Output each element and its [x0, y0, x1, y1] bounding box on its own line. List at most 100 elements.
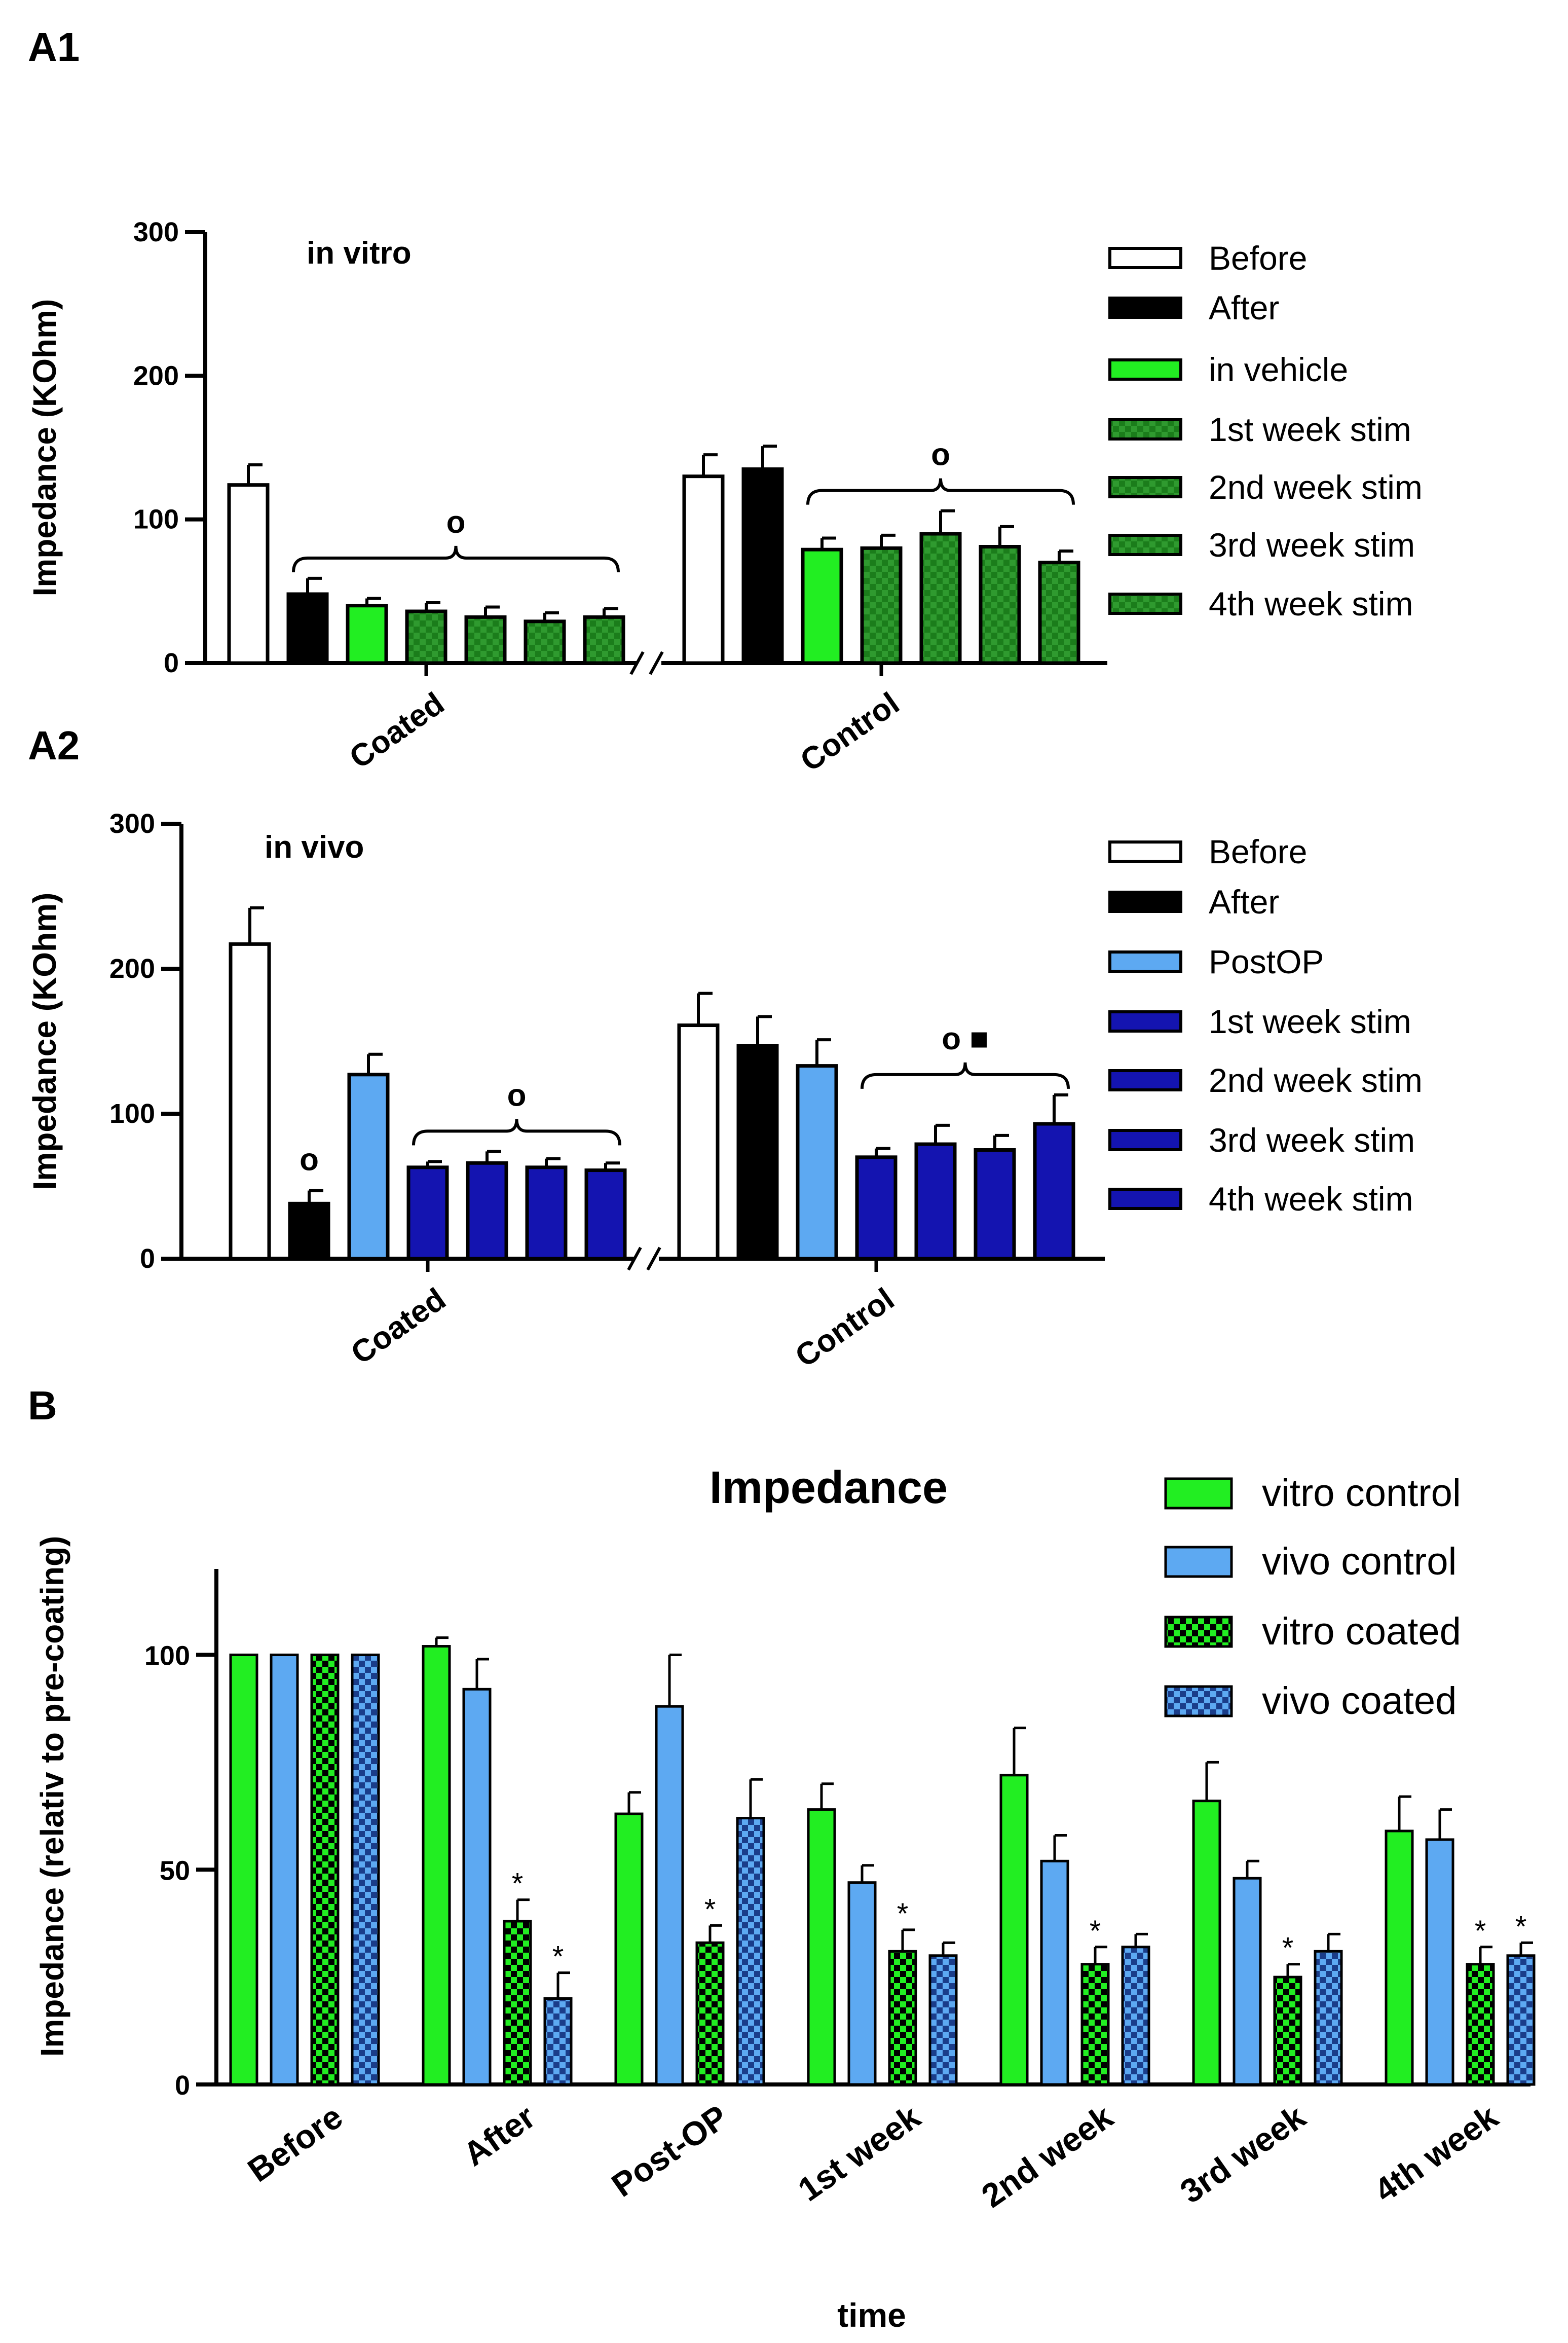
axis-break — [649, 651, 664, 675]
bar — [346, 604, 388, 665]
bar — [288, 1201, 330, 1261]
x-category-label: Coated — [345, 1282, 452, 1371]
legend-label: vitro control — [1262, 1472, 1461, 1515]
legend-swatch — [1108, 1129, 1182, 1151]
significance-symbol: o — [507, 1078, 527, 1113]
bar — [270, 1654, 299, 2086]
legend-swatch — [1164, 1685, 1233, 1717]
inset-label: in vivo — [265, 830, 364, 865]
bar — [1506, 1954, 1536, 2086]
bar — [503, 1920, 532, 2086]
bar — [1466, 1963, 1495, 2086]
legend-label: 2nd week stim — [1209, 1061, 1423, 1099]
panel-label: A1 — [28, 24, 80, 69]
bar — [351, 1654, 380, 2086]
x-category-label: Control — [794, 686, 906, 779]
significance-star: * — [1475, 1915, 1486, 1948]
legend-swatch — [1108, 891, 1182, 913]
bar — [614, 1812, 644, 2086]
significance-symbol: o — [931, 437, 950, 472]
bar — [1121, 1946, 1150, 2086]
significance-bracket — [292, 545, 620, 572]
significance-star: * — [552, 1941, 564, 1973]
significance-symbol: o — [446, 505, 466, 540]
bar — [229, 1654, 258, 2086]
legend-swatch — [1108, 418, 1182, 441]
legend-swatch — [1108, 593, 1182, 615]
y-tick-label: 0 — [164, 648, 179, 678]
legend-swatch — [1108, 247, 1182, 269]
significance-star: * — [704, 1893, 716, 1926]
legend-label: PostOP — [1209, 943, 1324, 980]
legend-label: 4th week stim — [1209, 585, 1413, 623]
significance-star: * — [1515, 1910, 1527, 1943]
bar — [1233, 1877, 1262, 2086]
significance-star: * — [512, 1868, 524, 1900]
legend-label: vivo coated — [1262, 1679, 1457, 1723]
y-tick-label: 50 — [160, 1855, 190, 1886]
legend-label: Before — [1209, 239, 1307, 277]
inset-label: in vitro — [307, 236, 412, 271]
x-category-label: After — [456, 2098, 542, 2173]
significance-symbol: o ■ — [942, 1021, 989, 1056]
legend-label: in vehicle — [1209, 351, 1348, 388]
bar — [1385, 1829, 1414, 2086]
panel-label: A2 — [28, 723, 80, 768]
legend-label: 3rd week stim — [1209, 526, 1415, 564]
x-category-label: Coated — [343, 686, 451, 776]
x-category-label: 3rd week — [1173, 2098, 1312, 2211]
y-axis-label: Impedance (KOhm) — [26, 893, 63, 1190]
legend-label: After — [1209, 289, 1279, 326]
bar — [741, 467, 784, 665]
legend-swatch — [1108, 297, 1182, 319]
y-tick-label: 0 — [140, 1243, 155, 1274]
significance-bracket — [806, 478, 1075, 505]
bar — [347, 1073, 390, 1261]
significance-star: * — [1282, 1932, 1294, 1965]
bar — [801, 547, 843, 665]
significance-bracket — [861, 1062, 1070, 1089]
legend-swatch — [1108, 534, 1182, 556]
legend-swatch — [1164, 1616, 1233, 1648]
y-tick-label: 100 — [109, 1099, 155, 1129]
y-tick-label: 200 — [109, 954, 155, 984]
bar — [583, 615, 625, 665]
y-tick-label: 300 — [133, 217, 179, 247]
bar — [796, 1064, 838, 1261]
legend-swatch — [1164, 1546, 1233, 1578]
bar — [855, 1155, 898, 1261]
legend-label: vitro coated — [1262, 1610, 1461, 1653]
legend-label: After — [1209, 883, 1279, 921]
bar — [227, 483, 270, 665]
x-category-label: Control — [789, 1282, 901, 1374]
bar — [1033, 1122, 1075, 1261]
axis-break — [646, 1247, 661, 1271]
legend-swatch — [1108, 1069, 1182, 1091]
x-category-label: 1st week — [791, 2098, 927, 2209]
bar — [584, 1168, 627, 1261]
bar — [655, 1705, 684, 2086]
y-tick-label: 300 — [109, 809, 155, 839]
bar — [464, 615, 507, 665]
bar — [1038, 561, 1080, 665]
bar — [525, 1165, 568, 1261]
x-category-label: Before — [241, 2098, 349, 2189]
legend-swatch — [1108, 476, 1182, 498]
bar — [286, 592, 329, 665]
legend-swatch — [1108, 1010, 1182, 1033]
legend-label: 1st week stim — [1209, 411, 1411, 448]
legend-label: vivo control — [1262, 1540, 1457, 1583]
axis-break — [629, 651, 645, 675]
chart-b: B Impedance 0 50 100 Impedance (relativ to pr… — [28, 1383, 1536, 2334]
y-tick-label: 100 — [144, 1641, 190, 1671]
y-tick-label: 200 — [133, 360, 179, 391]
bar — [1192, 1800, 1221, 2086]
y-tick-label: 100 — [133, 504, 179, 535]
bar — [524, 619, 566, 665]
significance-symbol: o — [300, 1143, 319, 1178]
significance-star: * — [1090, 1915, 1101, 1948]
bar — [919, 532, 962, 665]
bar — [406, 1165, 449, 1261]
axis-break — [627, 1247, 642, 1271]
bar — [979, 545, 1021, 665]
